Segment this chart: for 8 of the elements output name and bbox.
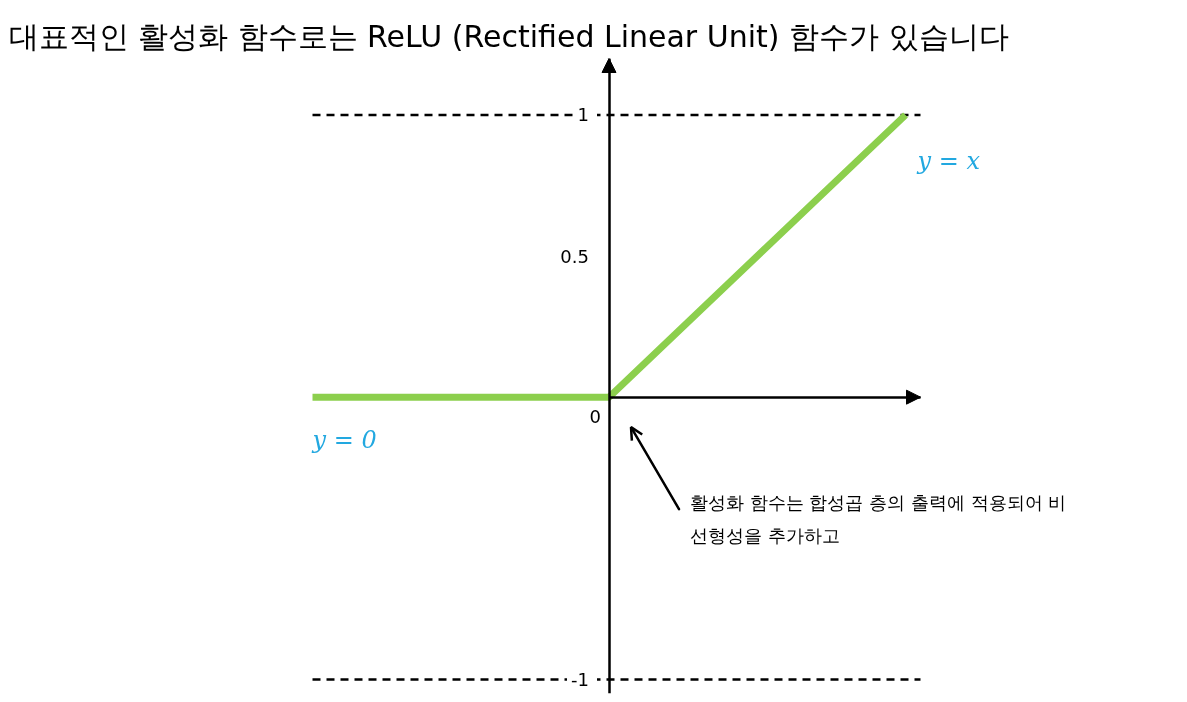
y-tick-label: -1 <box>571 668 590 690</box>
y-tick-label: 0.5 <box>560 245 590 267</box>
annotation: 0 <box>589 406 601 428</box>
annotation: 활성화 함수는 합성곱 층의 출력에 적용되어 비 선형성을 추가하고 <box>690 492 1067 546</box>
annotation: y = 0 <box>311 426 377 455</box>
annotation: y = x <box>916 146 981 175</box>
chart-title: 대표적인 활성화 함수로는 ReLU (Rectified Linear Unit) 함수가 있습니다 <box>8 18 1009 54</box>
y-tick-label: 1 <box>577 104 589 126</box>
